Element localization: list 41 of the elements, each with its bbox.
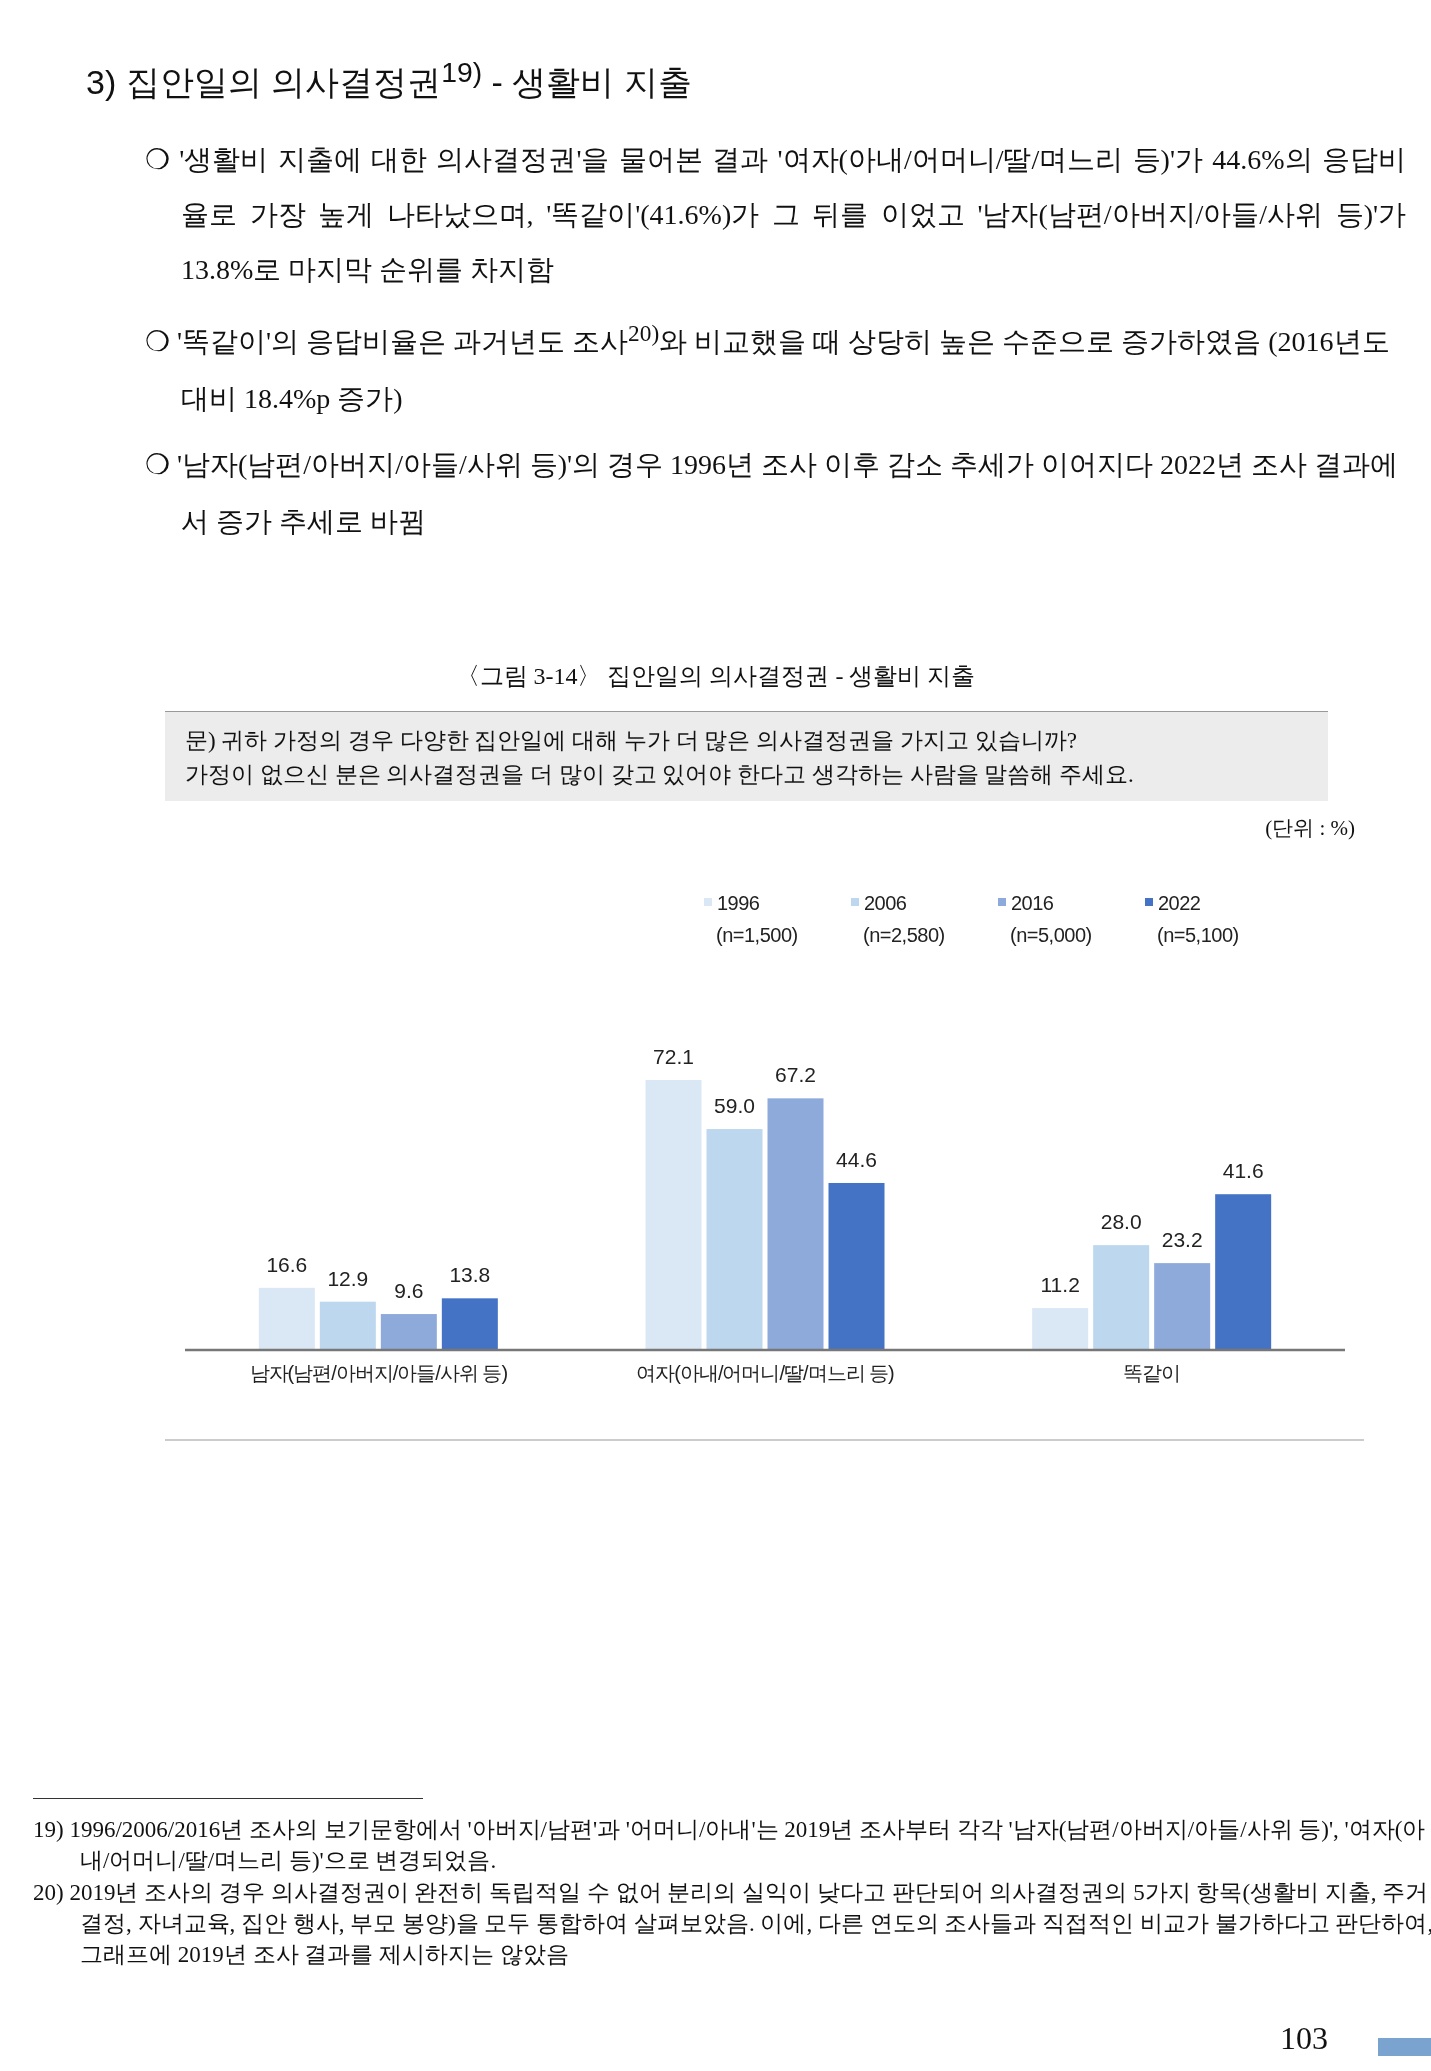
legend-label: 2022 (n=5,100) xyxy=(1157,892,1239,946)
x-tick-label: 똑같이 xyxy=(1123,1362,1181,1384)
data-label: 16.6 xyxy=(266,1252,308,1276)
text: 103 xyxy=(1280,2020,1328,2057)
data-label: 13.8 xyxy=(449,1263,491,1287)
data-label: 44.6 xyxy=(836,1147,877,1171)
text: (단위 : %) xyxy=(1265,815,1355,842)
bar xyxy=(1032,1308,1089,1350)
bar xyxy=(319,1301,376,1350)
data-label: 67.2 xyxy=(775,1063,816,1087)
bar xyxy=(258,1287,315,1350)
text: ❍ '남자(남편/아버지/아들/사위 등)'의 경우 1996년 조사 이후 감소 추세가 이어지다 2022년 조사 결과에서 증가 추세로 바뀜 xyxy=(145,448,1400,539)
bar xyxy=(767,1098,824,1350)
bar xyxy=(1093,1245,1150,1350)
data-label: 28.0 xyxy=(1100,1210,1142,1234)
text: 19) 1996/2006/2016년 조사의 보기문항에서 '아버지/남편'과 '어머니/아내'는 2019년 조사부터 각각 '남자(남편/아버지/아들/사위 등)', '여자(아내/어머니/딸/며느리 등)'으로 변경되었음. xyxy=(33,1816,1427,1875)
bar xyxy=(380,1314,437,1350)
data-label: 41.6 xyxy=(1222,1159,1264,1183)
bar xyxy=(645,1080,702,1350)
x-tick-label: 남자(남편/아버지/아들/사위 등) xyxy=(249,1362,508,1384)
bar xyxy=(706,1129,763,1350)
text: ❍ '똑같이'의 응답비율은 과거년도 조사$^{20)}$와 비교했을 때 상당히 높은 수준으로 증가하였음 (2016년도 대비 18.4%p 증가) xyxy=(145,320,1390,415)
chart-title: 〈그림 3-14〉 집안일의 의사결정권 - 생활비 지출 xyxy=(454,662,977,691)
bar xyxy=(441,1298,498,1350)
legend-label: 2016 (n=5,000) xyxy=(1010,892,1092,946)
data-label: 59.0 xyxy=(714,1094,755,1118)
text: 3) 집안일의 의사결정권$^{19)}$ - 생활비 지출 xyxy=(86,56,692,104)
text: 20) 2019년 조사의 경우 의사결정권이 완전히 독립적일 수 없어 분리의 실익이 낮다고 판단되어 의사결정권의 5가지 항목(생활비 지출, 주거 결정, 자녀교육, 집안 행사, 부모 봉양)을 모두 통합하여 살펴보았음. 이에, 다른 연도의 조사들과 직접적인 비교가 불가하다고 판단하여, 그래프에 2019년 조사 결과를 제시하지는 않았음 xyxy=(33,1879,1431,1969)
legend-label: 2006 (n=2,580) xyxy=(863,892,945,946)
text: ❍ '생활비 지출에 대한 의사결정권'을 물어본 결과 '여자(아내/어머니/딸/며느리 등)'가 44.6%의 응답비율로 가장 높게 나타났으며, '똑같이'(41.6%)가 그 뒤를 이었고 '남자(남편/아버지/아들/사위 등)'가 13.8%로 마지막 순위를 차지함 xyxy=(145,143,1406,287)
text: 문) 귀하 가정의 경우 다양한 집안일에 대해 누가 더 많은 의사결정권을 가지고 있습니까? 가정이 없으신 분은 의사결정권을 더 많이 갖고 있어야 한다고 생각하는 사람을 말씀해 주세요. xyxy=(165,711,1328,801)
bar xyxy=(1154,1263,1211,1350)
data-label: 11.2 xyxy=(1040,1273,1080,1297)
data-label: 23.2 xyxy=(1161,1228,1203,1252)
data-label: 12.9 xyxy=(327,1266,369,1290)
legend-label: 1996 (n=1,500) xyxy=(716,892,798,946)
data-label: 9.6 xyxy=(394,1279,424,1303)
data-label: 72.1 xyxy=(653,1045,694,1068)
bar xyxy=(828,1182,885,1350)
bar xyxy=(1215,1194,1272,1350)
x-tick-label: 여자(아내/어머니/딸/며느리 등) xyxy=(636,1362,895,1384)
